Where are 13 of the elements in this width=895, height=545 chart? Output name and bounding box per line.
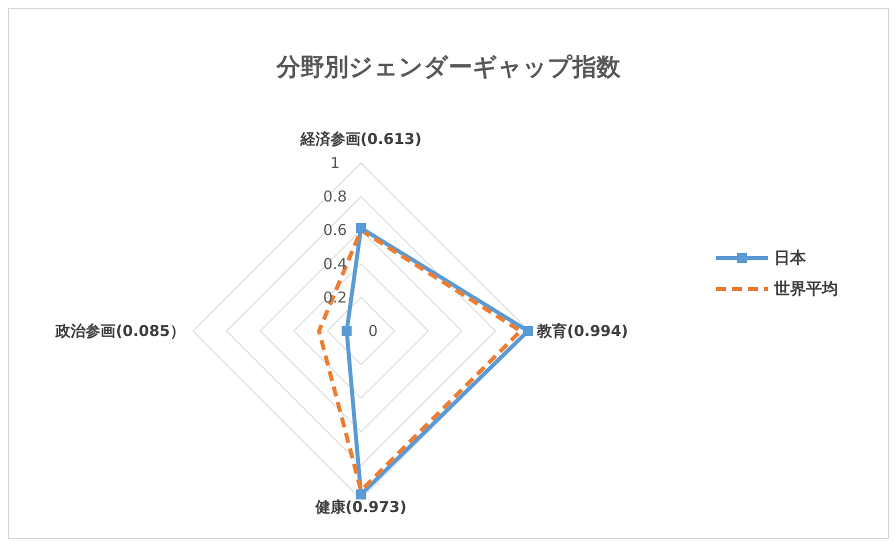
- y-tick-label: 0: [368, 322, 378, 340]
- y-tick-label: 0.2: [323, 288, 347, 306]
- y-tick-label: 1: [330, 154, 340, 172]
- chart-title: 分野別ジェンダーギャップ指数: [275, 52, 622, 83]
- spoke-label: 政治参画(0.085）: [54, 322, 185, 340]
- spoke-label: 経済参画(0.613): [299, 130, 422, 148]
- spoke-label: 健康(0.973): [314, 498, 407, 516]
- y-tick-label: 0.8: [323, 188, 347, 206]
- y-tick-label: 0.6: [323, 221, 347, 240]
- legend-label: 世界平均: [774, 278, 838, 300]
- legend-label: 日本: [774, 248, 806, 268]
- y-tick-label: 0.4: [323, 254, 347, 273]
- spoke-label: 教育(0.994): [536, 322, 628, 340]
